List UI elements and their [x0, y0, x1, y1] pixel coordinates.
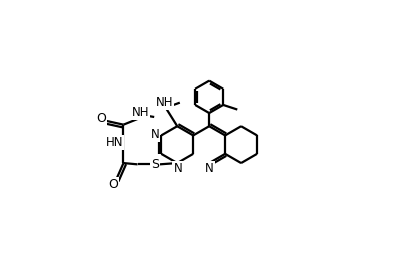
Text: NH: NH [132, 106, 149, 119]
Text: N: N [150, 129, 159, 141]
Text: O: O [97, 112, 106, 125]
Text: NH: NH [156, 96, 173, 109]
Text: HN: HN [106, 136, 123, 149]
Text: O: O [108, 178, 118, 191]
Text: N: N [174, 162, 182, 175]
Text: S: S [152, 158, 160, 171]
Text: N: N [205, 162, 214, 175]
